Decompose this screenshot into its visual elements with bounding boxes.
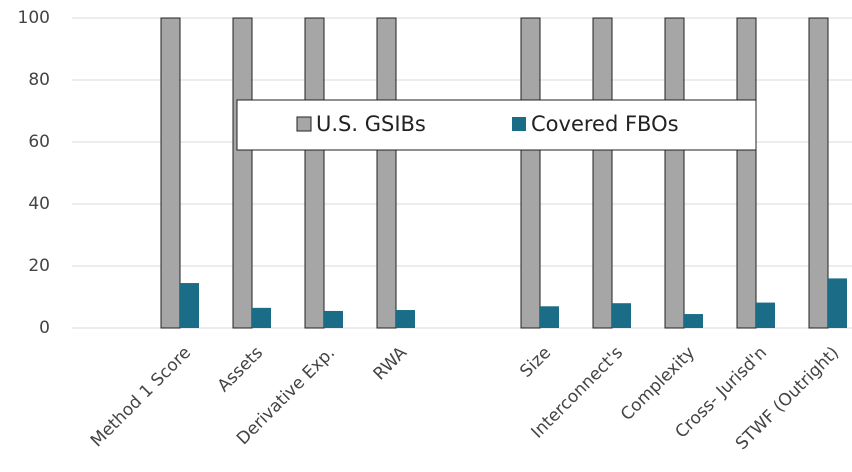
legend-swatch bbox=[296, 116, 312, 132]
bar bbox=[808, 17, 829, 329]
bar bbox=[232, 17, 253, 329]
bar bbox=[396, 310, 415, 328]
bar bbox=[180, 283, 199, 328]
y-tick-label: 100 bbox=[18, 8, 50, 28]
bar bbox=[324, 310, 343, 328]
legend-label: U.S. GSIBs bbox=[316, 112, 426, 136]
bar bbox=[540, 306, 559, 328]
bar bbox=[612, 303, 631, 328]
y-tick-label: 20 bbox=[28, 256, 50, 276]
x-tick-label: RWA bbox=[370, 343, 412, 385]
bar bbox=[592, 17, 613, 329]
bar bbox=[304, 17, 325, 329]
legend: U.S. GSIBs Covered FBOs bbox=[236, 99, 757, 151]
bar bbox=[828, 278, 847, 328]
bar bbox=[252, 307, 271, 328]
y-tick-label: 60 bbox=[28, 132, 50, 152]
bar bbox=[736, 17, 757, 329]
x-tick-label: Assets bbox=[214, 343, 267, 396]
legend-label: Covered FBOs bbox=[531, 112, 679, 136]
bar bbox=[756, 302, 775, 328]
bar bbox=[520, 17, 541, 329]
bar bbox=[684, 314, 703, 328]
y-tick-label: 0 bbox=[39, 318, 50, 338]
legend-box bbox=[236, 99, 757, 151]
bar bbox=[664, 17, 685, 329]
legend-swatch bbox=[512, 117, 526, 131]
x-tick-label: Size bbox=[516, 343, 555, 382]
y-tick-label: 80 bbox=[28, 70, 50, 90]
y-tick-label: 40 bbox=[28, 194, 50, 214]
bar bbox=[376, 17, 397, 329]
bar bbox=[160, 17, 181, 329]
x-tick-label: Method 1 Score bbox=[87, 343, 195, 451]
